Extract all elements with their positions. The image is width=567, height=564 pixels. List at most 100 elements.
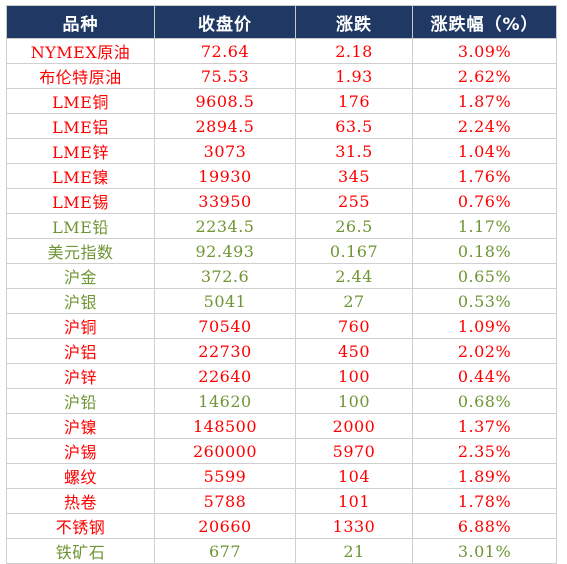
header-row: 品种 收盘价 涨跌 涨跌幅（%） <box>6 5 557 39</box>
product-cell: LME锌 <box>6 138 155 164</box>
change-cell: 27 <box>295 288 413 314</box>
close-price-cell: 5599 <box>154 463 296 489</box>
quote-table-page: 品种 收盘价 涨跌 涨跌幅（%） NYMEX原油 72.64 2.18 3.09% 布伦… <box>6 5 557 564</box>
change-cell: 345 <box>295 163 413 189</box>
product-cell: 热卷 <box>6 488 155 514</box>
close-price-cell: 70540 <box>154 313 296 339</box>
change-cell: 450 <box>295 338 413 364</box>
change-percent-cell: 3.01% <box>412 538 557 564</box>
product-cell: LME锡 <box>6 188 155 214</box>
change-cell: 760 <box>295 313 413 339</box>
product-cell: 布伦特原油 <box>6 63 155 89</box>
close-price-cell: 22640 <box>154 363 296 389</box>
table-row: 不锈钢 20660 1330 6.88% <box>6 513 557 539</box>
change-percent-cell: 1.09% <box>412 313 557 339</box>
change-percent-cell: 6.88% <box>412 513 557 539</box>
change-cell: 2.18 <box>295 38 413 64</box>
change-cell: 104 <box>295 463 413 489</box>
product-cell: 沪铝 <box>6 338 155 364</box>
change-cell: 255 <box>295 188 413 214</box>
close-price-cell: 14620 <box>154 388 296 414</box>
change-cell: 2000 <box>295 413 413 439</box>
close-price-cell: 260000 <box>154 438 296 464</box>
change-percent-cell: 2.02% <box>412 338 557 364</box>
change-cell: 2.44 <box>295 263 413 289</box>
change-cell: 101 <box>295 488 413 514</box>
close-price-cell: 5041 <box>154 288 296 314</box>
change-cell: 1.93 <box>295 63 413 89</box>
close-price-cell: 5788 <box>154 488 296 514</box>
table-row: 美元指数 92.493 0.167 0.18% <box>6 238 557 264</box>
product-cell: 沪锡 <box>6 438 155 464</box>
change-cell: 5970 <box>295 438 413 464</box>
table-row: 沪铅 14620 100 0.68% <box>6 388 557 414</box>
header-change: 涨跌 <box>295 5 413 39</box>
change-percent-cell: 1.04% <box>412 138 557 164</box>
close-price-cell: 2894.5 <box>154 113 296 139</box>
table-header: 品种 收盘价 涨跌 涨跌幅（%） <box>6 5 557 39</box>
product-cell: 沪铅 <box>6 388 155 414</box>
change-percent-cell: 2.62% <box>412 63 557 89</box>
product-cell: 沪铜 <box>6 313 155 339</box>
change-percent-cell: 3.09% <box>412 38 557 64</box>
product-cell: LME铅 <box>6 213 155 239</box>
change-percent-cell: 2.24% <box>412 113 557 139</box>
product-cell: NYMEX原油 <box>6 38 155 64</box>
change-percent-cell: 0.53% <box>412 288 557 314</box>
product-cell: 不锈钢 <box>6 513 155 539</box>
change-percent-cell: 2.35% <box>412 438 557 464</box>
product-cell: 沪金 <box>6 263 155 289</box>
close-price-cell: 2234.5 <box>154 213 296 239</box>
table-row: 沪金 372.6 2.44 0.65% <box>6 263 557 289</box>
table-row: LME镍 19930 345 1.76% <box>6 163 557 189</box>
table-row: 沪银 5041 27 0.53% <box>6 288 557 314</box>
product-cell: LME镍 <box>6 163 155 189</box>
table-row: LME锡 33950 255 0.76% <box>6 188 557 214</box>
close-price-cell: 677 <box>154 538 296 564</box>
change-cell: 0.167 <box>295 238 413 264</box>
change-cell: 176 <box>295 88 413 114</box>
product-cell: LME铝 <box>6 113 155 139</box>
table-row: 沪铜 70540 760 1.09% <box>6 313 557 339</box>
change-cell: 26.5 <box>295 213 413 239</box>
change-percent-cell: 1.78% <box>412 488 557 514</box>
table-row: 铁矿石 677 21 3.01% <box>6 538 557 564</box>
header-change-percent: 涨跌幅（%） <box>412 5 557 39</box>
product-cell: 沪银 <box>6 288 155 314</box>
change-cell: 21 <box>295 538 413 564</box>
change-percent-cell: 0.76% <box>412 188 557 214</box>
table-row: LME铝 2894.5 63.5 2.24% <box>6 113 557 139</box>
change-percent-cell: 1.17% <box>412 213 557 239</box>
table-row: 螺纹 5599 104 1.89% <box>6 463 557 489</box>
close-price-cell: 75.53 <box>154 63 296 89</box>
table-row: 沪镍 148500 2000 1.37% <box>6 413 557 439</box>
change-cell: 100 <box>295 363 413 389</box>
change-cell: 31.5 <box>295 138 413 164</box>
change-percent-cell: 1.37% <box>412 413 557 439</box>
product-cell: 铁矿石 <box>6 538 155 564</box>
product-cell: 沪锌 <box>6 363 155 389</box>
table-row: LME铜 9608.5 176 1.87% <box>6 88 557 114</box>
close-price-cell: 33950 <box>154 188 296 214</box>
product-cell: 螺纹 <box>6 463 155 489</box>
table-row: LME锌 3073 31.5 1.04% <box>6 138 557 164</box>
table-row: 沪锡 260000 5970 2.35% <box>6 438 557 464</box>
table-body: NYMEX原油 72.64 2.18 3.09% 布伦特原油 75.53 1.93 2.62%… <box>6 38 557 564</box>
table-row: 沪锌 22640 100 0.44% <box>6 363 557 389</box>
table-row: LME铅 2234.5 26.5 1.17% <box>6 213 557 239</box>
change-cell: 100 <box>295 388 413 414</box>
change-percent-cell: 1.87% <box>412 88 557 114</box>
close-price-cell: 19930 <box>154 163 296 189</box>
close-price-cell: 148500 <box>154 413 296 439</box>
close-price-cell: 9608.5 <box>154 88 296 114</box>
product-cell: 沪镍 <box>6 413 155 439</box>
change-percent-cell: 0.68% <box>412 388 557 414</box>
product-cell: 美元指数 <box>6 238 155 264</box>
change-percent-cell: 0.44% <box>412 363 557 389</box>
change-cell: 1330 <box>295 513 413 539</box>
product-cell: LME铜 <box>6 88 155 114</box>
table-row: 热卷 5788 101 1.78% <box>6 488 557 514</box>
close-price-cell: 372.6 <box>154 263 296 289</box>
change-percent-cell: 0.65% <box>412 263 557 289</box>
table-row: 沪铝 22730 450 2.02% <box>6 338 557 364</box>
